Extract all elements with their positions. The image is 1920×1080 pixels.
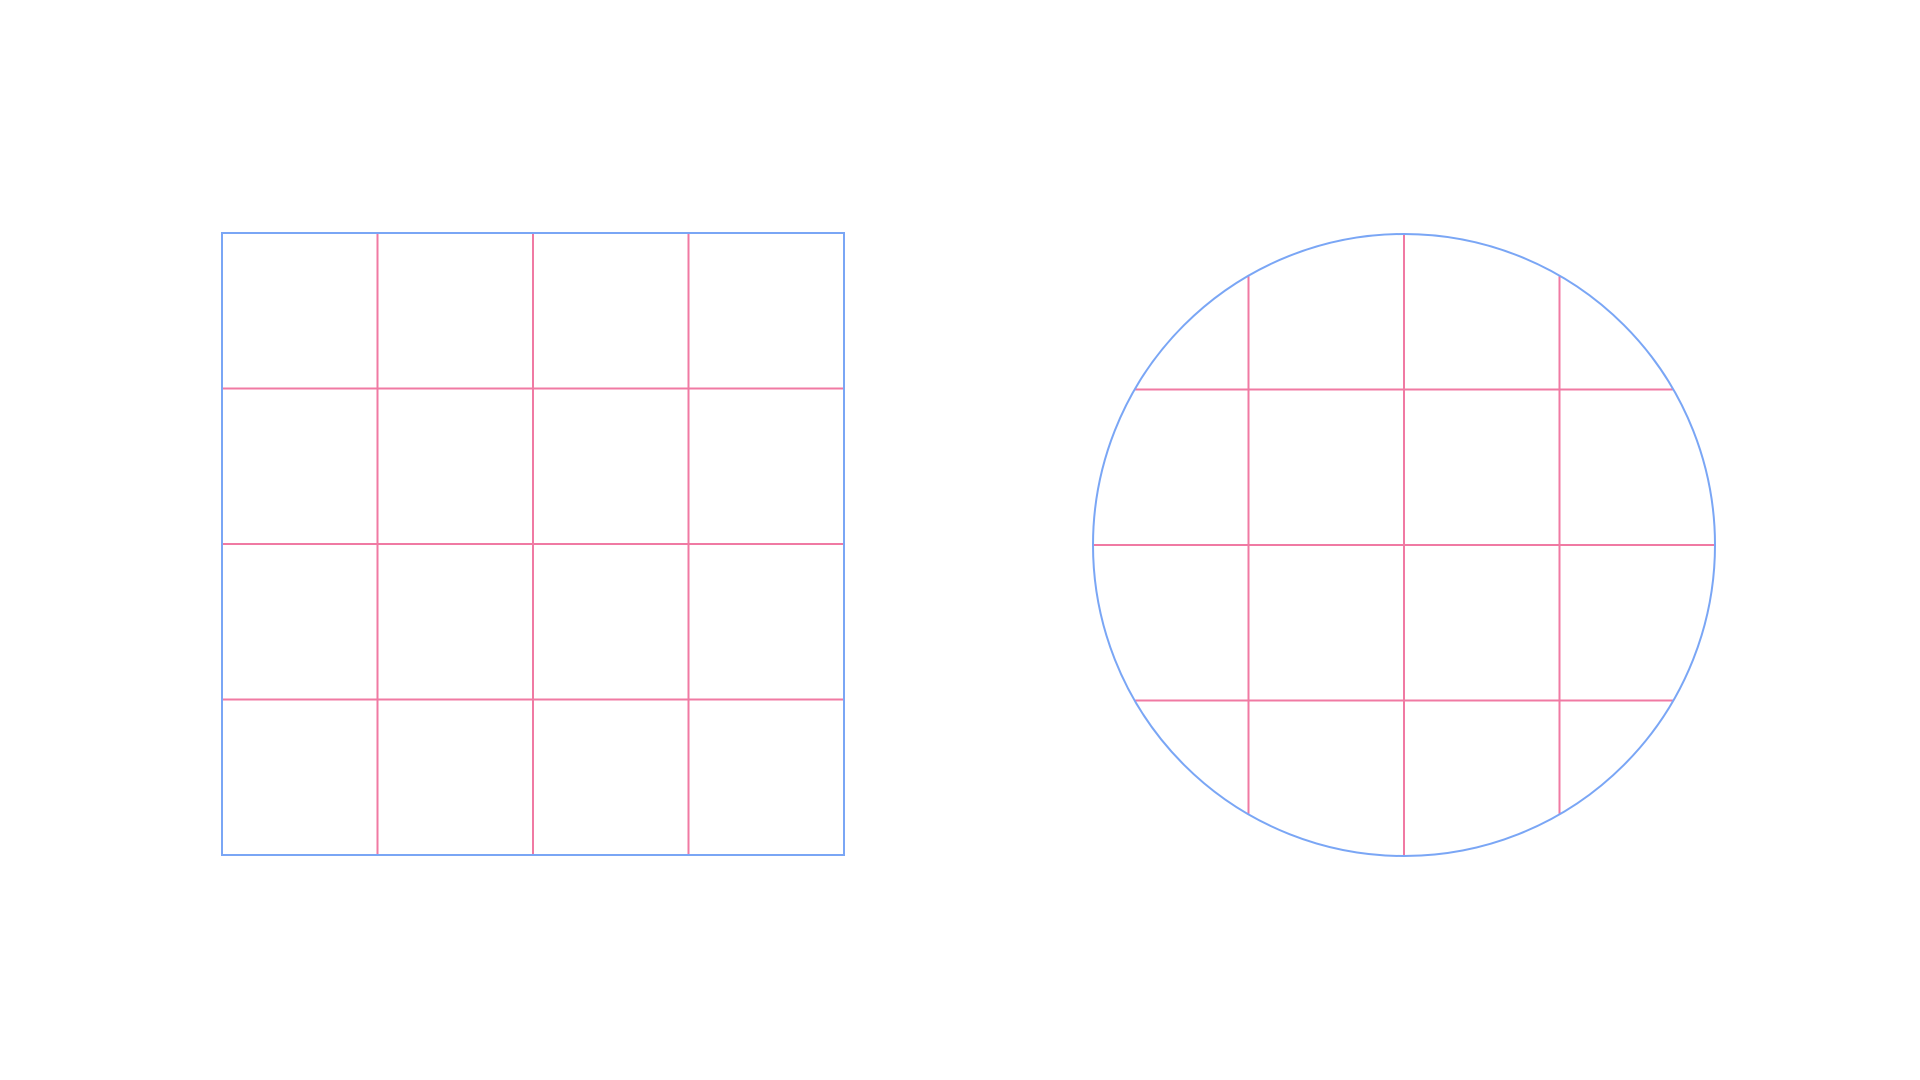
circle-grid-shape [1092,233,1716,857]
square-outline [221,232,845,856]
circle-grid-lines [1093,234,1715,856]
circle-outline [1092,233,1716,857]
square-grid-shape [221,232,845,856]
